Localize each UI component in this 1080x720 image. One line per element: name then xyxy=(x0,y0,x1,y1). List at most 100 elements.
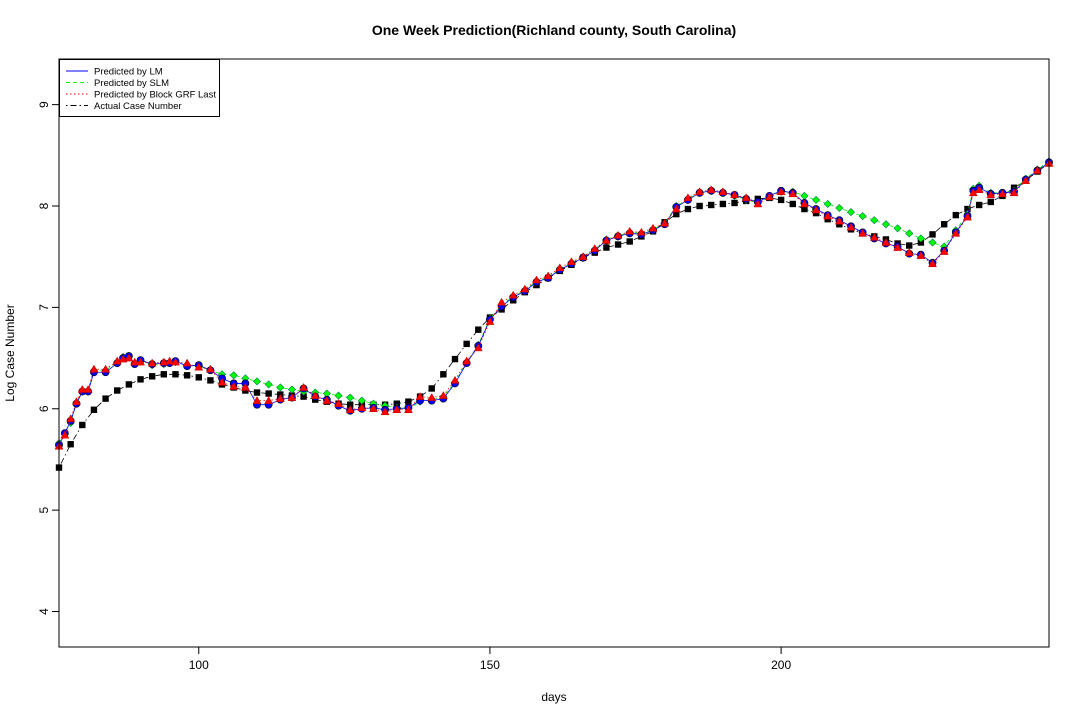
data-point xyxy=(450,375,460,384)
data-point xyxy=(987,198,994,206)
data-point xyxy=(205,364,215,373)
data-point xyxy=(835,204,844,213)
data-point xyxy=(964,205,971,213)
chart-title: One Week Prediction(Richland county, Sou… xyxy=(372,22,736,38)
data-point xyxy=(870,216,879,225)
legend-label: Predicted by Block GRF Last xyxy=(94,90,216,101)
plot-frame xyxy=(58,58,1050,648)
data-point xyxy=(846,208,856,217)
data-point xyxy=(788,189,798,198)
data-point xyxy=(1009,188,1019,197)
data-point xyxy=(858,212,867,221)
data-point xyxy=(310,391,320,399)
data-point xyxy=(904,248,914,256)
data-point xyxy=(789,200,796,208)
data-point xyxy=(812,195,821,204)
data-point xyxy=(252,377,262,386)
data-point xyxy=(66,414,76,423)
data-point xyxy=(906,242,913,249)
x-axis-label: days xyxy=(541,690,566,704)
data-point xyxy=(846,222,856,231)
data-point xyxy=(881,220,890,229)
data-point xyxy=(776,187,786,196)
data-point xyxy=(125,381,133,388)
data-point xyxy=(475,326,482,333)
data-point xyxy=(403,405,413,414)
data-point xyxy=(334,391,343,400)
data-point xyxy=(369,404,378,413)
data-point xyxy=(90,406,98,413)
data-point xyxy=(346,393,355,402)
data-point xyxy=(1032,166,1042,174)
data-point xyxy=(275,394,285,402)
data-point xyxy=(893,243,903,251)
y-tick-label: 8 xyxy=(37,202,51,209)
data-point xyxy=(508,290,518,299)
data-point xyxy=(136,357,145,366)
data-point xyxy=(124,353,134,362)
data-point xyxy=(777,196,785,204)
data-point xyxy=(928,259,937,268)
data-point xyxy=(671,204,681,213)
data-point xyxy=(299,382,309,391)
data-point xyxy=(601,235,611,244)
data-point xyxy=(473,343,483,352)
x-tick-label: 100 xyxy=(189,658,209,672)
y-tick-label: 6 xyxy=(37,405,51,412)
data-point xyxy=(345,405,355,414)
data-point xyxy=(160,371,168,378)
data-point xyxy=(614,241,622,248)
data-point xyxy=(485,317,495,325)
data-point xyxy=(578,252,588,260)
data-point xyxy=(567,257,576,266)
data-point xyxy=(952,211,960,219)
y-tick-label: 4 xyxy=(37,608,51,615)
data-point xyxy=(532,275,541,284)
data-point xyxy=(392,405,402,414)
legend-label: Predicted by SLM xyxy=(94,78,169,89)
data-point xyxy=(673,210,680,218)
data-point xyxy=(287,393,297,401)
data-point xyxy=(265,390,272,397)
data-point xyxy=(428,385,435,392)
data-point xyxy=(165,356,175,365)
data-point xyxy=(869,232,879,241)
data-point xyxy=(287,385,296,394)
data-point xyxy=(929,231,936,238)
data-point xyxy=(357,403,367,411)
data-point xyxy=(1021,176,1031,184)
data-point xyxy=(393,400,400,407)
data-point xyxy=(916,251,926,259)
data-point xyxy=(253,389,261,396)
data-point xyxy=(130,357,140,366)
data-point xyxy=(300,393,307,400)
data-point xyxy=(648,223,658,232)
data-point xyxy=(881,237,891,246)
data-point xyxy=(415,392,425,400)
data-point xyxy=(555,263,565,272)
legend-label: Actual Case Number xyxy=(94,101,182,112)
data-point xyxy=(683,193,693,202)
data-point xyxy=(171,357,180,366)
data-point xyxy=(708,201,715,209)
data-point xyxy=(346,401,354,408)
data-point xyxy=(101,364,111,373)
data-point xyxy=(194,362,204,371)
data-point xyxy=(823,199,832,208)
data-point xyxy=(77,384,87,393)
data-point xyxy=(322,396,332,404)
data-point xyxy=(137,376,144,383)
data-point xyxy=(811,205,821,214)
data-point xyxy=(636,227,646,236)
data-point xyxy=(229,381,239,390)
data-point xyxy=(405,398,412,405)
data-point xyxy=(625,226,635,235)
data-point xyxy=(114,387,121,394)
data-point xyxy=(276,383,285,392)
data-point xyxy=(240,382,250,391)
series-predicted-by-block-grf-last xyxy=(54,158,1054,450)
data-point xyxy=(696,202,703,210)
data-point xyxy=(626,238,633,245)
